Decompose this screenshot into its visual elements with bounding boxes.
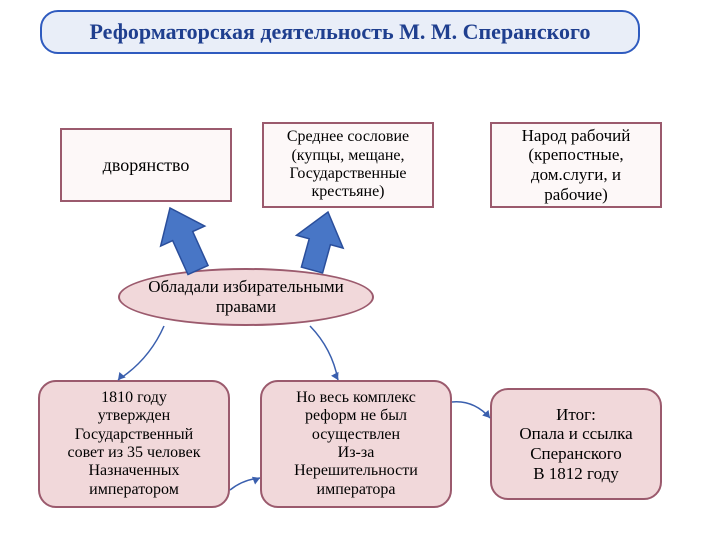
connector-arrowhead bbox=[331, 372, 338, 380]
connector-arrowhead bbox=[252, 477, 260, 485]
connector-arrowhead bbox=[118, 372, 126, 380]
node-middle-estate: Среднее сословие(купцы, мещане,Государст… bbox=[262, 122, 434, 208]
connector-arrowhead bbox=[482, 410, 490, 418]
connector-line bbox=[452, 402, 490, 418]
block-arrow bbox=[161, 208, 208, 275]
node-working-people: Народ рабочий(крепостные,дом.слуги, ираб… bbox=[490, 122, 662, 208]
node-1810: 1810 годуутвержденГосударственныйсовет и… bbox=[38, 380, 230, 508]
connector-line bbox=[310, 326, 338, 380]
node-result: Итог:Опала и ссылкаСперанскогоВ 1812 год… bbox=[490, 388, 662, 500]
node-voting-rights: Обладали избирательнымиправами bbox=[118, 268, 374, 326]
block-arrow bbox=[296, 212, 343, 273]
connector-line bbox=[118, 326, 164, 380]
page-title: Реформаторская деятельность М. М. Сперан… bbox=[40, 10, 640, 54]
node-complex: Но весь комплексреформ не былосуществлен… bbox=[260, 380, 452, 508]
connector-line bbox=[230, 478, 260, 490]
node-nobility: дворянство bbox=[60, 128, 232, 202]
